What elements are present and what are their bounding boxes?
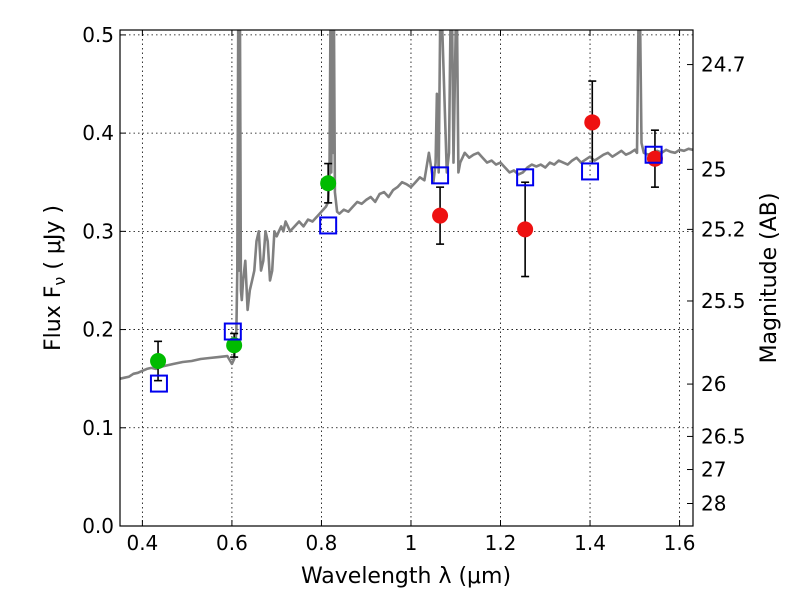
spectrum-layer <box>120 30 693 380</box>
model-point <box>431 166 450 185</box>
x-tick-label: 1.4 <box>574 531 606 555</box>
y-tick-label: 0.3 <box>82 219 114 243</box>
data-point <box>150 352 167 369</box>
right-axis-tick-label: 28 <box>701 492 726 516</box>
marker-layer <box>149 114 663 393</box>
x-tick-label: 1 <box>405 531 418 555</box>
label-layer: 0.4 0.6 0.8 1 1.2 1.4 1.6 0.0 0.1 0.2 0.3 0.4 0.5 24.… <box>82 23 745 555</box>
right-axis-label: Magnitude (AB) <box>757 193 782 364</box>
x-tick-label: 1.6 <box>664 531 696 555</box>
right-axis-tick-label: 24.7 <box>701 53 746 77</box>
x-tick-label: 0.8 <box>306 531 338 555</box>
y-axis-label-main: Flux F <box>41 286 66 351</box>
model-point <box>319 216 338 235</box>
model-point <box>644 145 663 164</box>
right-axis-tick-label: 25.5 <box>701 289 746 313</box>
x-axis-label: Wavelength λ (μm) <box>301 564 511 589</box>
right-axis-tick-label: 25.2 <box>701 217 746 241</box>
y-axis-label: Flux Fν ( μJy ) <box>41 205 69 351</box>
x-tick-label: 1.2 <box>485 531 517 555</box>
data-point <box>517 221 534 238</box>
plot-frame <box>119 29 694 527</box>
x-tick-label: 0.6 <box>216 531 248 555</box>
right-axis-tick-label: 25 <box>701 157 726 181</box>
data-point <box>320 175 337 192</box>
model-point <box>516 168 535 187</box>
data-point <box>432 207 449 224</box>
y-tick-label: 0.0 <box>82 514 114 538</box>
y-tick-label: 0.5 <box>82 23 114 47</box>
right-axis-tick-label: 26.5 <box>701 424 746 448</box>
model-point <box>223 322 242 341</box>
y-axis-label-subscript: ν <box>50 277 69 286</box>
model-point <box>581 162 600 181</box>
right-axis-tick-label: 26 <box>701 372 726 396</box>
model-point <box>149 374 168 393</box>
y-tick-label: 0.2 <box>82 318 114 342</box>
grid-layer <box>120 30 693 527</box>
errorbar-layer <box>154 80 659 382</box>
data-point <box>584 114 601 131</box>
spectrum-line <box>120 30 693 380</box>
data-point <box>226 337 243 354</box>
data-point <box>646 150 663 167</box>
x-tick-label: 0.4 <box>126 531 158 555</box>
tick-layer <box>120 30 693 527</box>
y-axis-label-units: ( μJy ) <box>41 205 66 277</box>
y-tick-label: 0.1 <box>82 416 114 440</box>
y-tick-label: 0.4 <box>82 121 114 145</box>
right-axis-tick-label: 27 <box>701 458 726 482</box>
